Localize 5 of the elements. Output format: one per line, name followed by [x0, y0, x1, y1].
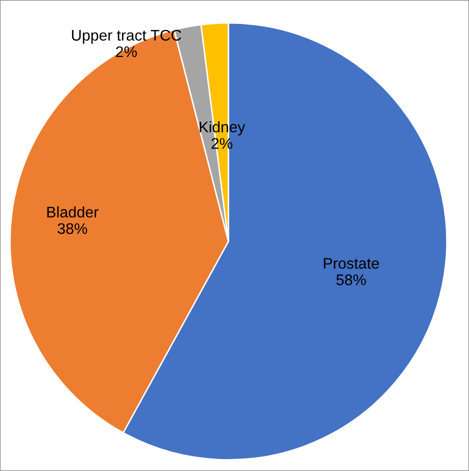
slice-label: Bladder [47, 206, 98, 218]
slice-label: Kidney [200, 121, 246, 136]
data-label: 58% [336, 274, 366, 286]
data-label: 38% [58, 223, 88, 234]
slice-label: Prostate [324, 258, 379, 269]
